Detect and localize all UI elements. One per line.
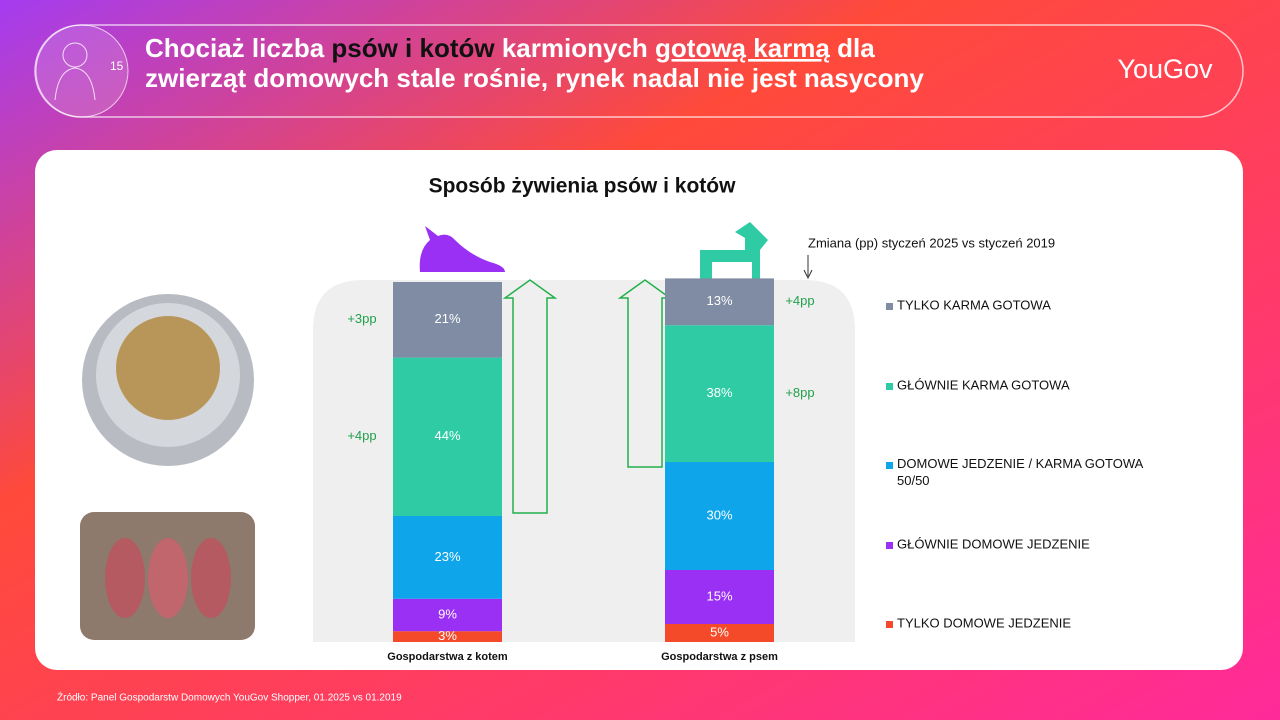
bar-segment xyxy=(393,282,502,358)
header-title: Chociaż liczba psów i kotów karmionych g… xyxy=(145,33,875,63)
note-arrow xyxy=(803,255,813,280)
meat xyxy=(191,538,231,618)
legend-label: TYLKO KARMA GOTOWA xyxy=(897,297,1051,312)
bar-segment xyxy=(393,516,502,599)
chart: Gospodarstwa z kotem 3% 9% 23% 44% +4pp 21% +3p… xyxy=(347,278,1144,663)
icon-head xyxy=(62,42,88,68)
icon-number: 15 xyxy=(110,59,124,73)
header-frame xyxy=(34,24,1244,118)
value-label: 3% xyxy=(438,628,457,643)
bar-segment xyxy=(665,570,774,624)
trend-arrow xyxy=(502,279,558,514)
change-label: +3pp xyxy=(347,311,376,326)
legend-label: GŁÓWNIE DOMOWE JEDZENIE xyxy=(897,536,1090,551)
value-label: 9% xyxy=(438,606,457,621)
title-part: psów i kotów xyxy=(331,33,495,63)
x-tick-label: Gospodarstwa z psem xyxy=(661,651,778,663)
bar-segment xyxy=(665,462,774,570)
title-part: gotową karmą xyxy=(655,33,830,63)
legend-swatch xyxy=(886,621,893,628)
x-tick-label: Gospodarstwa z kotem xyxy=(387,651,508,663)
chart-title: Sposób żywienia psów i kotów xyxy=(429,175,737,198)
icon-body xyxy=(54,67,96,101)
title-part: dla xyxy=(830,33,875,63)
cat-icon xyxy=(419,226,505,272)
brand: YouGov xyxy=(1117,54,1213,84)
value-label: 30% xyxy=(706,507,732,522)
change-label: +4pp xyxy=(785,293,814,308)
legend-label: TYLKO DOMOWE JEDZENIE xyxy=(897,615,1071,630)
header-icon xyxy=(35,24,129,118)
trend-arrow xyxy=(617,279,673,468)
change-label: +4pp xyxy=(347,428,376,443)
kibble xyxy=(116,316,220,420)
dog-icon xyxy=(700,222,768,280)
legend-label: GŁÓWNIE KARMA GOTOWA xyxy=(897,377,1070,392)
bar-segment xyxy=(665,325,774,462)
meat xyxy=(105,538,145,618)
change-label: +8pp xyxy=(785,385,814,400)
value-label: 13% xyxy=(706,293,732,308)
bar-segment xyxy=(665,278,774,326)
bar-segment xyxy=(665,624,774,642)
title-part: karmionych xyxy=(495,33,655,63)
header-title-line2: zwierząt domowych stale rośnie, rynek na… xyxy=(145,63,924,93)
legend-label: DOMOWE JEDZENIE / KARMA GOTOWA 50/50 xyxy=(897,456,1144,488)
source: Źródło: Panel Gospodarstw Domowych YouGo… xyxy=(57,691,402,704)
meat xyxy=(148,538,188,618)
legend-swatch xyxy=(886,542,893,549)
value-label: 5% xyxy=(710,624,729,639)
bar-segment xyxy=(393,631,502,642)
value-label: 38% xyxy=(706,385,732,400)
value-label: 15% xyxy=(706,588,732,603)
title-part: Chociaż liczba xyxy=(145,33,331,63)
value-label: 44% xyxy=(434,428,460,443)
legend-swatch xyxy=(886,383,893,390)
legend-swatch xyxy=(886,303,893,310)
change-note: Zmiana (pp) styczeń 2025 vs styczeń 2019 xyxy=(808,235,1055,250)
bar-segment xyxy=(393,357,502,516)
value-label: 21% xyxy=(434,311,460,326)
bar-segment xyxy=(393,598,502,632)
legend-swatch xyxy=(886,462,893,469)
value-label: 23% xyxy=(434,549,460,564)
